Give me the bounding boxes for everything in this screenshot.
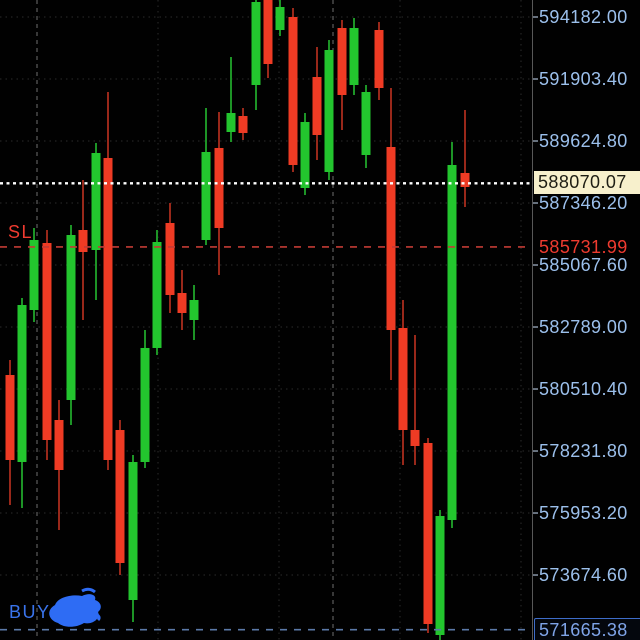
candle [17,298,27,508]
candle [349,18,359,95]
candle [337,20,347,130]
price-axis-label: 582789.00 [539,317,628,337]
candle [91,143,101,300]
candle [324,40,334,180]
candle [374,22,384,100]
candle [42,230,52,460]
candle [29,228,39,322]
candle [251,0,261,110]
candle [386,88,396,380]
price-axis-label: 587346.20 [539,193,628,213]
candle [238,108,248,140]
chart-grid [0,0,538,640]
candle [201,108,211,245]
candle [398,300,408,465]
candle [214,112,224,275]
candle [177,270,187,330]
redaction-scribble [49,587,101,627]
candle [152,230,162,355]
price-axis-label: 585067.60 [539,255,628,275]
buy-price-tag: 571665.38 [534,617,640,640]
candle [5,360,15,505]
price-axis-label: 594182.00 [539,7,628,27]
candle [435,510,445,640]
price-lines [0,182,532,631]
candle [103,92,113,470]
candle [263,0,273,78]
price-axis-label: 578231.80 [539,441,628,462]
stop-loss-label: SL [8,222,34,242]
candle [361,85,371,168]
candle [66,225,76,425]
candle [300,113,310,196]
candle [165,203,175,313]
candle [140,330,150,468]
price-axis-label: 573674.60 [539,565,628,586]
candle [78,180,88,320]
current-price-tag: 588070.07 [534,171,640,195]
candle [275,0,285,36]
candle [447,142,457,528]
candle [460,110,470,207]
candle [312,47,322,160]
price-axis-label: 580510.40 [539,379,628,400]
price-axis-label: 575953.20 [539,503,628,524]
candle [410,335,420,465]
candle [115,420,125,575]
price-axis-label: 589624.80 [539,131,628,151]
price-axis-label: 591903.40 [539,69,628,89]
candles [5,0,470,640]
buy-order-label: BUY [9,602,51,622]
price-axis: 594182.00 591903.40 589624.80 587346.20 5850… [532,0,640,640]
candle [128,455,138,622]
candle [54,400,64,530]
candle [423,438,433,633]
stop-loss-price-label: 585731.99 [539,236,628,257]
candle [226,57,236,142]
candle [288,8,298,172]
candle [189,285,199,340]
